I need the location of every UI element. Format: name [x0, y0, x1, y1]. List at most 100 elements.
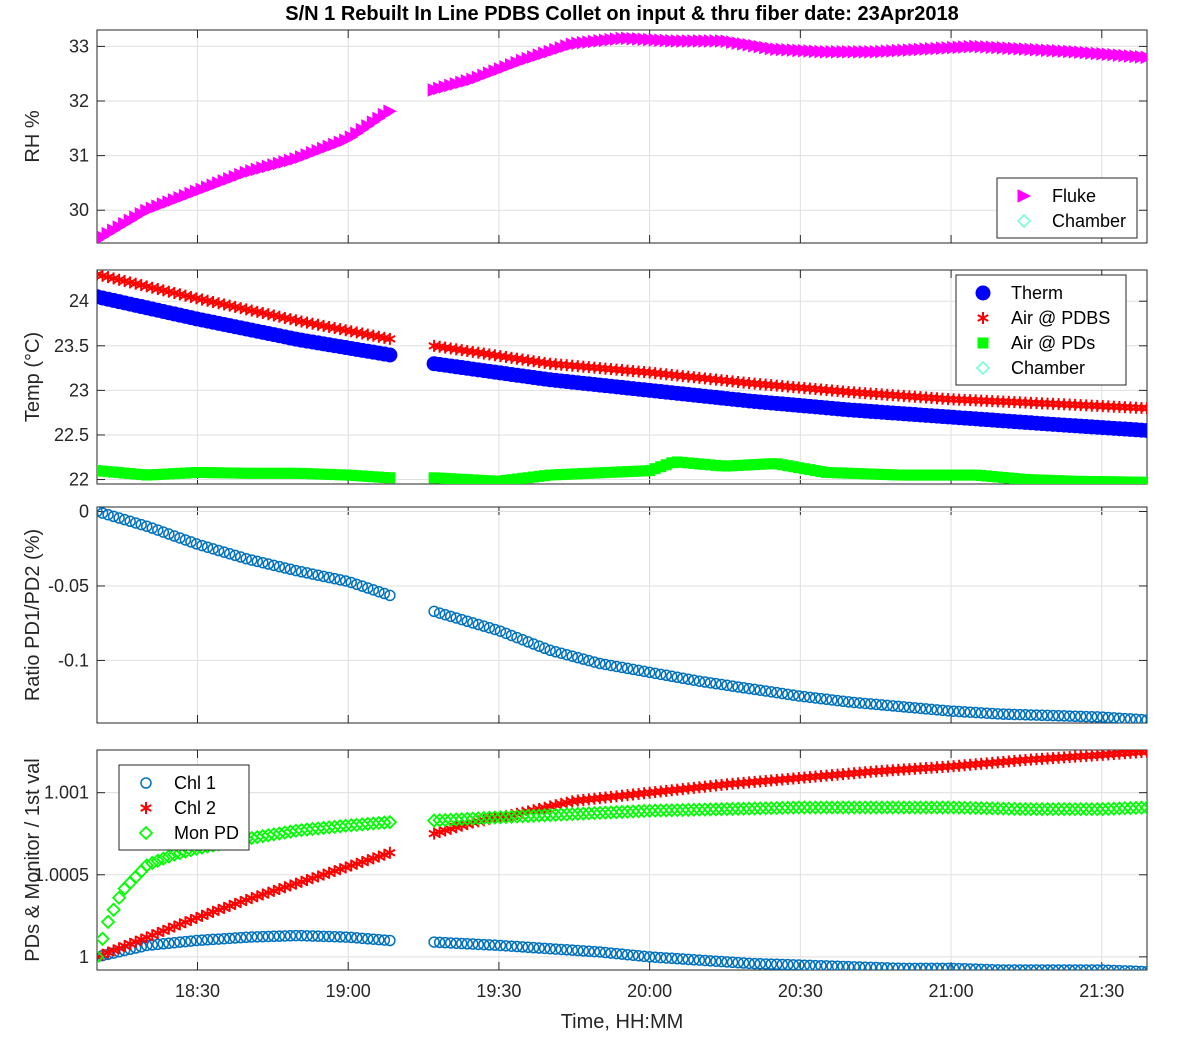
- data-point: [765, 686, 777, 698]
- data-point: [577, 653, 590, 665]
- data-point: [1141, 714, 1147, 723]
- data-point: [1095, 801, 1111, 817]
- data-point: [439, 936, 451, 949]
- data-point: [1108, 712, 1120, 723]
- data-point: [660, 669, 672, 682]
- data-point: [570, 806, 586, 822]
- data-point: [616, 948, 628, 960]
- data-point: [321, 820, 337, 835]
- data-point: [212, 544, 225, 557]
- data-point: [913, 800, 928, 815]
- plot-area: [96, 29, 1148, 244]
- data-point: [653, 803, 668, 818]
- data-point: [909, 962, 921, 970]
- data-point: [500, 627, 512, 640]
- data-point: [317, 930, 330, 943]
- data-point: [610, 660, 623, 673]
- data-point: [433, 607, 446, 619]
- data-point: [583, 945, 595, 958]
- data-point: [129, 517, 142, 529]
- data-point: [975, 963, 987, 970]
- data-point: [588, 945, 601, 958]
- panel-1: 30 31 32 33 RH % Fluke Chamber: [22, 29, 1148, 244]
- data-point: [798, 959, 811, 970]
- data-point: [1113, 712, 1126, 723]
- series-group: [97, 31, 1147, 243]
- series-fluke: [97, 31, 1147, 243]
- data-point: [509, 809, 525, 824]
- data-point: [852, 800, 867, 815]
- data-point: [332, 819, 348, 834]
- data-point: [328, 572, 341, 585]
- data-point: [857, 800, 873, 815]
- data-point: [157, 938, 170, 950]
- data-point: [1130, 713, 1142, 723]
- data-point: [515, 809, 530, 824]
- data-point: [782, 958, 794, 970]
- data-point: [1124, 713, 1137, 723]
- legend-label: Chamber: [1052, 211, 1126, 231]
- data-point: [686, 802, 702, 818]
- data-point: [1113, 964, 1126, 970]
- plot-area: [96, 749, 1148, 971]
- legend-marker: [140, 802, 152, 814]
- data-point: [599, 946, 612, 959]
- data-point: [726, 680, 739, 692]
- data-point: [487, 810, 503, 825]
- data-point: [741, 801, 757, 816]
- data-point: [992, 708, 1004, 720]
- data-point: [990, 801, 1006, 816]
- data-point: [428, 605, 440, 618]
- data-point: [328, 930, 341, 943]
- data-point: [290, 929, 302, 942]
- data-point: [179, 935, 192, 948]
- data-point: [703, 802, 718, 817]
- x-tick-label: 19:30: [476, 981, 521, 1001]
- data-point: [450, 937, 462, 949]
- data-point: [946, 800, 961, 815]
- axis-box: [96, 506, 1148, 724]
- data-point: [476, 810, 492, 826]
- data-point: [638, 665, 650, 678]
- data-point: [1030, 709, 1043, 721]
- data-point: [710, 677, 722, 690]
- data-point: [1139, 800, 1147, 815]
- x-tick-label: 18:30: [175, 981, 220, 1001]
- data-point: [196, 539, 208, 552]
- data-point: [808, 800, 823, 815]
- data-point: [1108, 964, 1120, 970]
- data-point: [997, 964, 1010, 970]
- data-point: [306, 930, 319, 942]
- data-point: [455, 613, 468, 626]
- data-point: [373, 585, 385, 598]
- data-point: [1041, 709, 1054, 722]
- data-point: [377, 815, 392, 830]
- data-point: [1036, 709, 1048, 722]
- data-point: [339, 575, 352, 587]
- data-point: [594, 946, 606, 958]
- data-point: [647, 803, 663, 818]
- data-point: [992, 964, 1004, 970]
- data-point: [632, 950, 645, 962]
- data-point: [384, 846, 396, 859]
- data-point: [345, 931, 357, 944]
- data-point: [776, 687, 789, 700]
- data-point: [1019, 964, 1032, 970]
- data-point: [874, 800, 890, 815]
- data-point: [881, 699, 894, 712]
- data-point: [765, 958, 777, 970]
- data-point: [903, 962, 916, 970]
- data-point: [382, 347, 398, 363]
- data-point: [627, 663, 639, 676]
- data-point: [1041, 964, 1054, 970]
- data-point: [892, 700, 905, 713]
- data-point: [152, 938, 164, 951]
- data-point: [1119, 965, 1131, 970]
- data-point: [693, 675, 706, 687]
- data-point: [560, 944, 573, 956]
- data-point: [925, 962, 938, 970]
- data-point: [1025, 709, 1037, 721]
- data-point: [257, 930, 269, 943]
- data-point: [553, 807, 569, 822]
- data-point: [185, 536, 197, 548]
